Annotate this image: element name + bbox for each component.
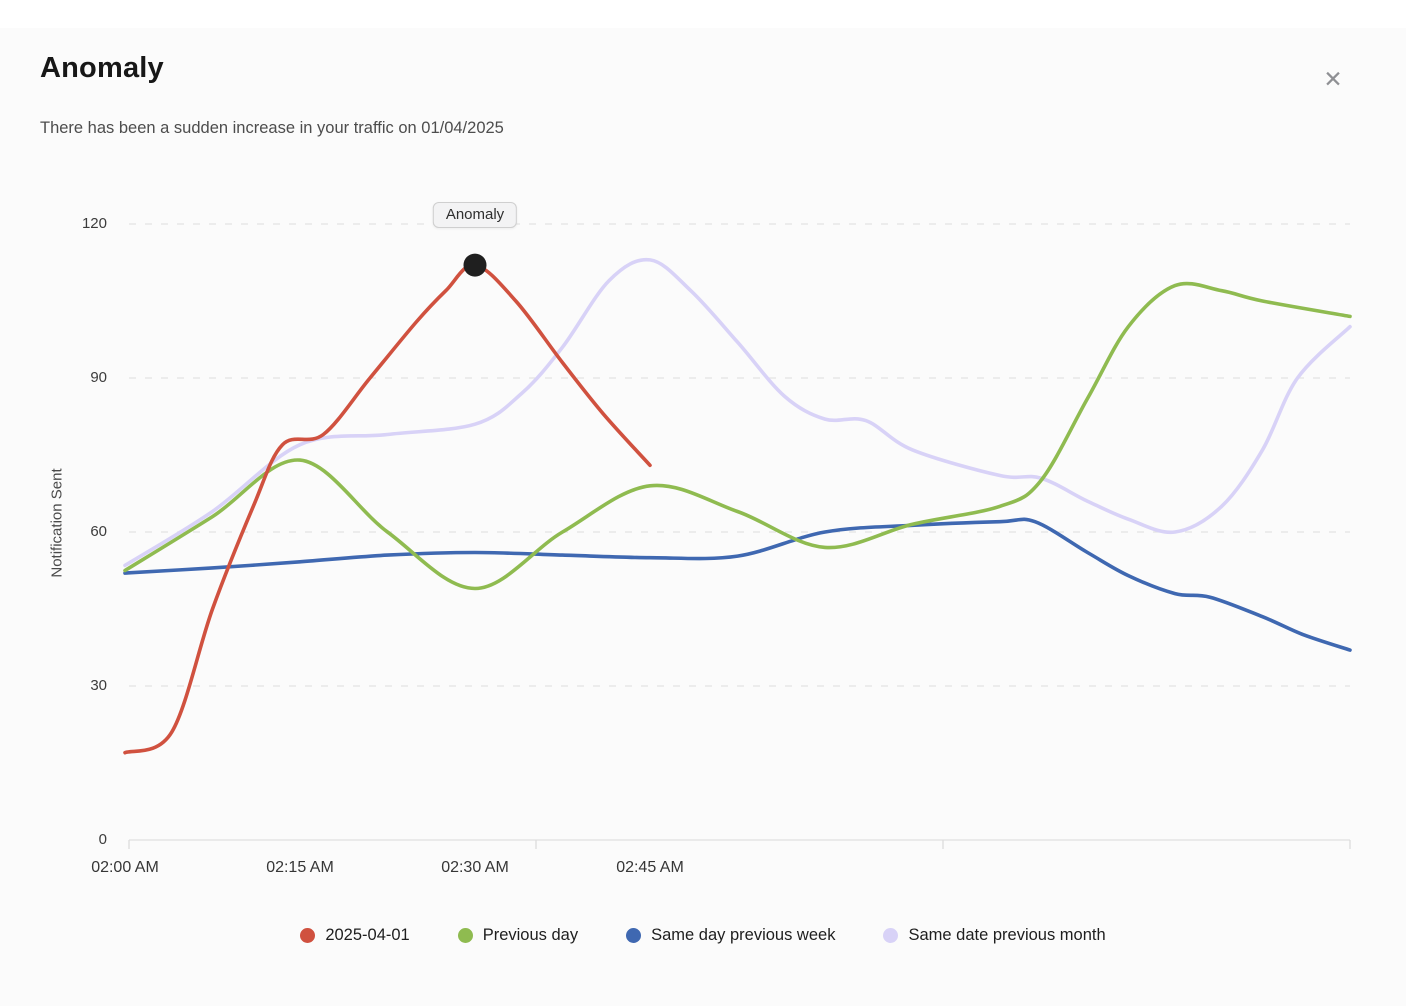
legend-label: Same date previous month xyxy=(908,926,1106,944)
series-line-same-date-previous-month xyxy=(123,257,1352,568)
legend-dot-red xyxy=(300,928,316,943)
x-tick-label: 02:30 AM xyxy=(441,859,509,876)
legend-label: Same day previous week xyxy=(651,926,836,944)
legend-dot-blue xyxy=(626,928,642,943)
y-tick-label: 120 xyxy=(81,215,107,232)
legend-label: 2025-04-01 xyxy=(325,926,410,944)
series-line-2025-04-01 xyxy=(123,263,652,755)
legend-item-previous-day[interactable]: Previous day xyxy=(457,926,579,945)
legend-item-same-date-previous-month[interactable]: Same date previous month xyxy=(883,926,1106,945)
y-tick-label: 0 xyxy=(98,831,107,848)
legend-item-same-day-previous-week[interactable]: Same day previous week xyxy=(626,926,835,945)
dialog-subtitle: There has been a sudden increase in your… xyxy=(40,119,504,137)
legend-dot-lavender xyxy=(883,928,899,943)
y-tick-label: 30 xyxy=(90,677,107,694)
anomaly-tooltip: Anomaly xyxy=(432,202,518,229)
series-line-same-day-previous-week xyxy=(123,517,1352,652)
x-tick-label: 02:00 AM xyxy=(91,859,159,876)
legend-label: Previous day xyxy=(482,926,579,944)
close-button[interactable]: ✕ xyxy=(1312,58,1354,100)
anomaly-tooltip-label: Anomaly xyxy=(445,206,505,224)
legend: 2025-04-01 Previous day Same day previou… xyxy=(0,926,1406,945)
close-icon: ✕ xyxy=(1323,66,1343,92)
x-tick-label: 02:15 AM xyxy=(266,859,334,876)
dialog-title: Anomaly xyxy=(40,52,164,84)
series-line-previous-day xyxy=(123,281,1352,591)
anomaly-point xyxy=(463,253,487,277)
top-strip xyxy=(0,0,1406,28)
y-tick-label: 60 xyxy=(90,523,107,540)
legend-dot-green xyxy=(457,928,473,943)
x-tick-label: 02:45 AM xyxy=(616,859,684,876)
legend-item-2025-04-01[interactable]: 2025-04-01 xyxy=(300,926,410,945)
y-tick-label: 90 xyxy=(90,369,107,386)
